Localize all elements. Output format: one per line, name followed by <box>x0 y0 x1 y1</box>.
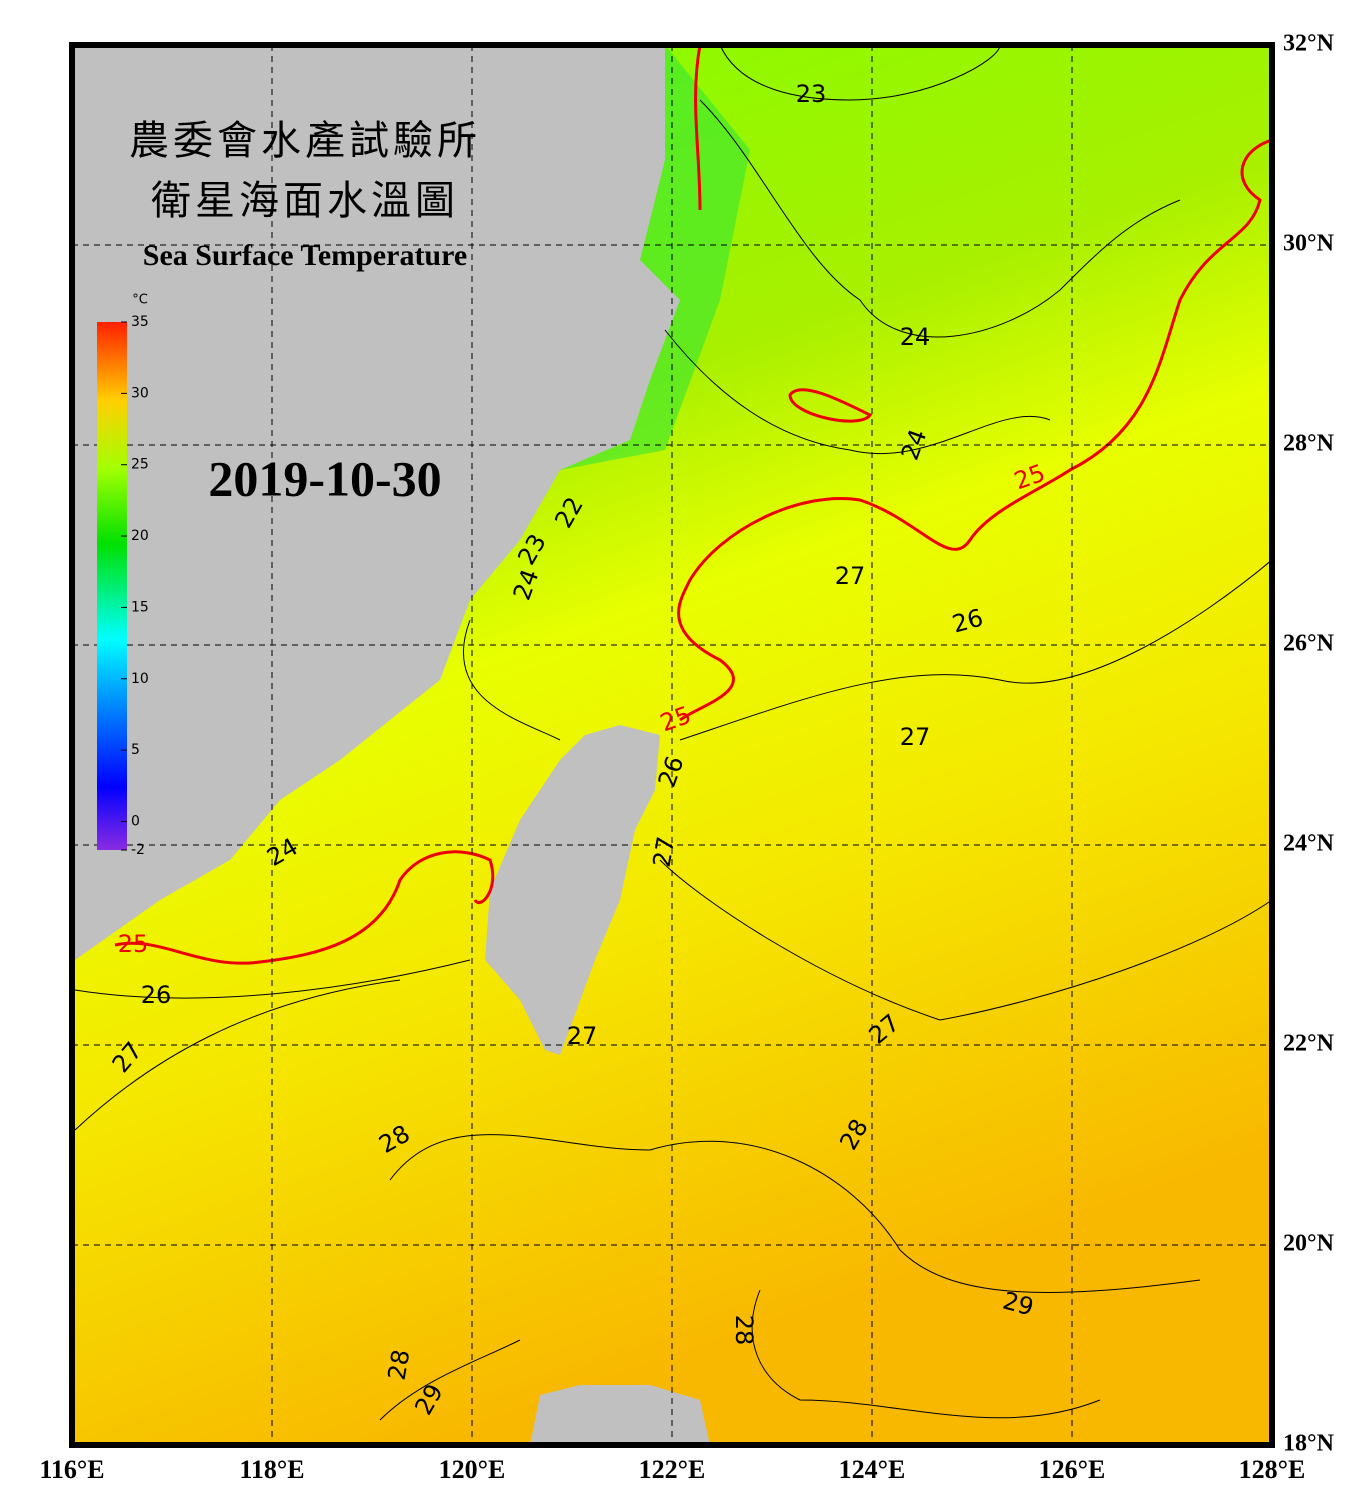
lon-label: 118°E <box>239 1455 304 1484</box>
colorbar-tick-label: 35 <box>131 314 149 330</box>
contour-label: 24 <box>900 323 931 351</box>
lon-label: 116°E <box>39 1455 104 1484</box>
lat-label: 26°N <box>1283 631 1335 657</box>
contour-label: 27 <box>648 834 681 869</box>
lon-label: 122°E <box>639 1455 706 1484</box>
colorbar-tick-label: 30 <box>131 385 149 401</box>
lat-label: 22°N <box>1283 1031 1335 1057</box>
lat-label: 20°N <box>1283 1231 1335 1257</box>
colorbar-tick-label: -2 <box>131 842 145 858</box>
colorbar-tick-label: 25 <box>131 457 149 473</box>
english-title: Sea Surface Temperature <box>143 239 467 272</box>
contour-label: 27 <box>900 723 931 751</box>
contour-label: 28 <box>383 1347 416 1382</box>
luzon <box>530 1385 710 1445</box>
taiwan <box>485 725 660 1055</box>
lat-label: 18°N <box>1283 1431 1335 1457</box>
lon-label: 128°E <box>1239 1455 1306 1484</box>
lon-label: 120°E <box>439 1455 506 1484</box>
lat-label: 24°N <box>1283 831 1335 857</box>
contour-label: 25 <box>118 930 149 958</box>
contour-label: 23 <box>796 80 827 108</box>
colorbar-tick-label: 10 <box>131 671 149 687</box>
colorbar-tick-label: 5 <box>131 742 140 758</box>
contour-label: 28 <box>730 1315 758 1346</box>
mainland <box>75 45 680 960</box>
title: 農委會水產試驗所 <box>129 118 481 163</box>
lat-label: 28°N <box>1283 431 1335 457</box>
colorbar-tick-label: 20 <box>131 528 149 544</box>
contour-25 <box>114 44 1273 965</box>
lat-label: 32°N <box>1283 31 1335 57</box>
colorbar-tick-label: 0 <box>131 813 140 829</box>
subtitle: 衛星海面水溫圖 <box>151 178 459 223</box>
lon-label: 126°E <box>1039 1455 1106 1484</box>
contour-label: 26 <box>141 981 172 1009</box>
date: 2019-10-30 <box>208 450 441 506</box>
contours <box>74 44 1273 1421</box>
map-frame <box>69 42 1275 1448</box>
map-area <box>71 44 1273 1446</box>
contour-label: 27 <box>567 1022 598 1050</box>
lat-label: 30°N <box>1283 231 1335 257</box>
colorbar <box>97 322 127 850</box>
contour-label: 27 <box>835 562 866 590</box>
lon-label: 124°E <box>839 1455 906 1484</box>
colorbar-unit: °C <box>132 293 148 308</box>
colorbar-tick-label: 15 <box>131 599 149 615</box>
